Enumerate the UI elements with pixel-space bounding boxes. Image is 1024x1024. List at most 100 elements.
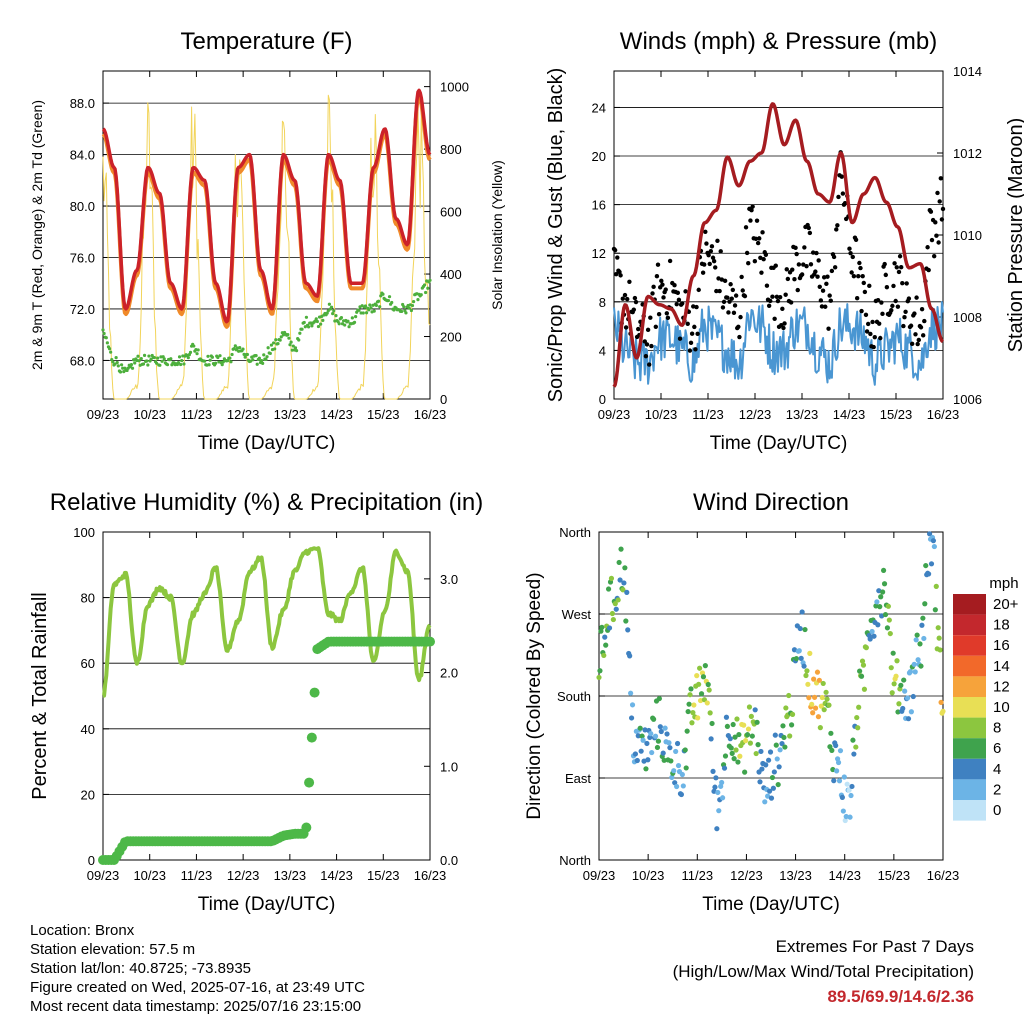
direction-point bbox=[898, 682, 904, 688]
direction-point bbox=[710, 768, 716, 774]
direction-point bbox=[818, 703, 824, 709]
direction-point bbox=[839, 794, 845, 800]
gust-point bbox=[732, 303, 738, 308]
dewpoint-point bbox=[116, 364, 120, 368]
humidity-xtick-label: 10/23 bbox=[133, 868, 166, 883]
dewpoint-point bbox=[142, 353, 147, 357]
gust-point bbox=[718, 249, 723, 254]
gust-point bbox=[659, 278, 664, 284]
dewpoint-point bbox=[364, 311, 369, 315]
dewpoint-point bbox=[273, 347, 277, 351]
direction-point bbox=[599, 624, 605, 630]
direction-point bbox=[938, 699, 944, 705]
direction-point bbox=[917, 641, 923, 647]
direction-point bbox=[914, 632, 920, 638]
gust-point bbox=[757, 236, 762, 241]
gust-point bbox=[744, 250, 750, 256]
gust-point bbox=[823, 304, 828, 309]
legend-label: 12 bbox=[993, 678, 1010, 695]
winds-y2tick-label: 1014 bbox=[953, 64, 982, 79]
legend-swatch bbox=[953, 676, 986, 697]
gust-point bbox=[708, 248, 714, 254]
direction-point bbox=[742, 769, 748, 775]
direction-point bbox=[912, 669, 918, 675]
direction-xtick-label: 15/23 bbox=[878, 868, 911, 883]
humidity-ytick-label: 100 bbox=[73, 525, 95, 540]
direction-point bbox=[745, 726, 752, 732]
gust-point bbox=[847, 246, 852, 251]
direction-point bbox=[880, 567, 887, 574]
direction-point bbox=[888, 665, 894, 671]
direction-point bbox=[805, 681, 811, 687]
dewpoint-point bbox=[146, 363, 150, 367]
direction-point bbox=[799, 609, 805, 615]
gust-point bbox=[834, 227, 839, 232]
dewpoint-point bbox=[279, 335, 283, 339]
dewpoint-point bbox=[426, 286, 430, 290]
gust-point bbox=[815, 274, 820, 279]
gust-point bbox=[794, 251, 799, 257]
winds-y2tick-label: 1010 bbox=[953, 228, 982, 243]
direction-point bbox=[875, 622, 881, 628]
direction-point bbox=[841, 774, 847, 780]
direction-point bbox=[707, 710, 713, 716]
gust-point bbox=[884, 284, 890, 290]
winds-xtick-label: 14/23 bbox=[833, 407, 866, 422]
gust-point bbox=[880, 311, 885, 317]
direction-point bbox=[840, 808, 846, 814]
direction-point bbox=[901, 677, 907, 683]
direction-point bbox=[744, 732, 751, 738]
winds-xtick-label: 12/23 bbox=[739, 407, 772, 422]
gust-point bbox=[774, 294, 780, 300]
dewpoint-point bbox=[162, 357, 166, 361]
direction-point bbox=[798, 655, 804, 661]
direction-point bbox=[713, 775, 719, 781]
gust-point bbox=[770, 294, 775, 299]
gust-point bbox=[842, 201, 848, 206]
direction-point bbox=[859, 658, 866, 664]
gust-point bbox=[731, 310, 737, 316]
gust-point bbox=[764, 283, 770, 288]
temperature-ytick-label: 88.0 bbox=[70, 96, 95, 111]
dewpoint-point bbox=[101, 328, 105, 332]
dewpoint-point bbox=[369, 306, 373, 310]
dewpoint-point bbox=[300, 327, 304, 331]
direction-point bbox=[743, 738, 749, 744]
dewpoint-point bbox=[288, 343, 292, 347]
direction-point bbox=[905, 716, 912, 722]
direction-point bbox=[935, 625, 941, 631]
gust-point bbox=[799, 272, 805, 277]
rainfall-point bbox=[425, 636, 435, 647]
gust-point bbox=[814, 250, 819, 256]
gust-point bbox=[937, 199, 942, 204]
gust-point bbox=[859, 308, 864, 314]
direction-point bbox=[748, 713, 754, 719]
gust-point bbox=[889, 308, 894, 313]
gust-point bbox=[913, 332, 918, 337]
direction-point bbox=[735, 759, 741, 765]
dewpoint-point bbox=[291, 344, 295, 348]
direction-point bbox=[833, 742, 839, 749]
dewpoint-point bbox=[254, 354, 258, 358]
direction-point bbox=[675, 762, 682, 769]
direction-point bbox=[855, 725, 861, 731]
direction-point bbox=[628, 715, 635, 721]
direction-ytick-label: North bbox=[559, 853, 591, 868]
gust-point bbox=[853, 237, 859, 242]
dewpoint-point bbox=[176, 361, 181, 365]
gust-point bbox=[784, 267, 789, 272]
direction-point bbox=[820, 680, 826, 687]
gust-point bbox=[829, 268, 835, 274]
direction-point bbox=[851, 751, 857, 757]
gust-point bbox=[754, 218, 760, 223]
direction-point bbox=[719, 779, 725, 786]
direction-point bbox=[724, 723, 731, 730]
legend-label: 6 bbox=[993, 740, 1001, 757]
dewpoint-point bbox=[372, 309, 376, 313]
dewpoint-point bbox=[115, 360, 119, 365]
legend-label: 18 bbox=[993, 617, 1010, 634]
direction-point bbox=[919, 622, 925, 628]
gust-point bbox=[933, 220, 938, 225]
dewpoint-point bbox=[274, 338, 278, 342]
direction-point bbox=[762, 799, 768, 805]
